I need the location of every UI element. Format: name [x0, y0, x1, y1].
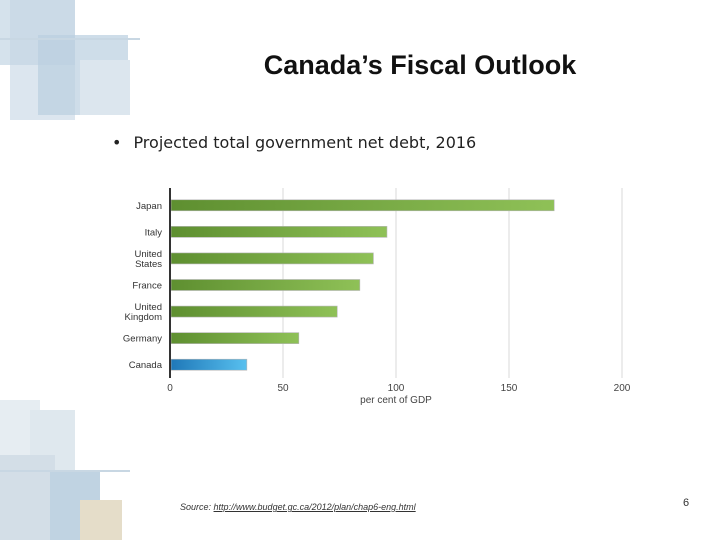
category-label: Italy — [145, 227, 163, 238]
grid-lines — [282, 188, 623, 378]
bar-japan — [170, 199, 555, 212]
category-label: Canada — [129, 360, 163, 371]
bullet-text: Projected total government net debt, 201… — [133, 133, 477, 152]
x-axis-label: per cent of GDP — [360, 395, 432, 406]
decor-block — [80, 500, 122, 540]
x-tick-label: 200 — [614, 383, 631, 394]
decor-block — [0, 455, 55, 540]
bullet-item: • Projected total government net debt, 20… — [112, 133, 476, 152]
tick-labels: 0 50 100 150 200 — [167, 383, 631, 394]
decor-line — [0, 38, 140, 40]
bar-canada — [170, 358, 248, 371]
category-label: United Kingdom — [125, 302, 163, 323]
category-label: Japan — [136, 201, 162, 212]
bar-france — [170, 279, 361, 291]
category-label: Germany — [123, 334, 162, 345]
bar-chart: Japan Italy United States France United Kingdo… — [123, 188, 631, 406]
category-label: United States — [135, 249, 163, 270]
source-prefix: Source: — [180, 502, 214, 512]
page-number: 6 — [683, 497, 690, 509]
bullet-dot: • — [112, 133, 122, 152]
decor-block — [80, 60, 130, 115]
bars — [170, 199, 555, 371]
bar-united-kingdom — [170, 305, 338, 318]
source-note: Source: http://www.budget.gc.ca/2012/pla… — [180, 502, 416, 512]
x-tick-label: 100 — [388, 383, 405, 394]
bar-germany — [170, 332, 300, 344]
x-tick-label: 150 — [501, 383, 518, 394]
source-link[interactable]: http://www.budget.gc.ca/2012/plan/chap6-… — [213, 502, 416, 512]
bar-italy — [170, 226, 388, 238]
bar-united-states — [170, 252, 374, 265]
slide-title: Canada’s Fiscal Outlook — [263, 50, 577, 80]
decor-line — [0, 470, 130, 472]
category-labels: Japan Italy United States France United Kingdo… — [123, 201, 163, 371]
x-tick-label: 0 — [167, 383, 173, 394]
x-tick-label: 50 — [277, 383, 289, 394]
category-label: France — [132, 281, 162, 292]
